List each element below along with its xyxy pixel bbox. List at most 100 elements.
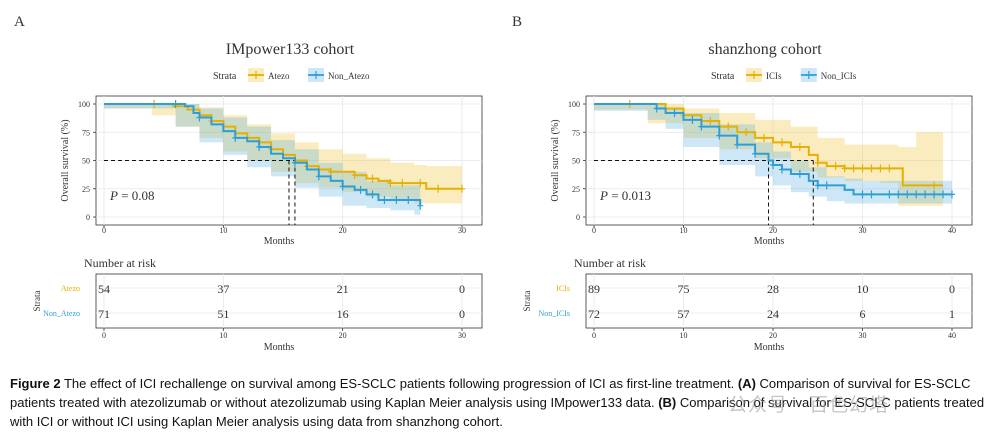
censor-mark xyxy=(232,133,239,142)
censor-mark xyxy=(357,185,364,194)
risk-count: 1 xyxy=(949,307,955,321)
censor-mark xyxy=(725,122,732,131)
censor-mark xyxy=(877,164,884,173)
censor-mark xyxy=(823,181,830,190)
risk-x-tick-label: 30 xyxy=(859,331,867,340)
risk-row-label: Non_Atezo xyxy=(43,309,80,318)
censor-mark xyxy=(716,131,723,140)
legend-key-icis xyxy=(746,68,762,82)
risk-count: 6 xyxy=(860,307,866,321)
censor-mark xyxy=(904,190,911,199)
risk-x-tick-label: 10 xyxy=(219,331,227,340)
legend-key-non-atezo xyxy=(308,68,324,82)
x-tick-label: 0 xyxy=(102,226,106,235)
legend-label: ICIs xyxy=(766,71,782,81)
caption-figure-label: Figure 2 xyxy=(10,376,61,391)
risk-count: 71 xyxy=(98,307,110,321)
censor-mark xyxy=(752,149,759,158)
y-tick-label: 50 xyxy=(572,157,580,166)
risk-x-tick-label: 0 xyxy=(592,331,596,340)
censor-mark xyxy=(931,190,938,199)
censor-mark xyxy=(393,196,400,205)
legend-key-cross xyxy=(312,71,320,79)
risk-count: 75 xyxy=(678,282,690,296)
risk-count: 24 xyxy=(767,307,779,321)
caption-text-3: Comparison of survival for ES-SCLC patie… xyxy=(10,395,985,429)
censor-mark xyxy=(949,190,955,199)
chart-title: shanzhong cohort xyxy=(708,41,822,58)
censor-mark xyxy=(707,116,714,125)
x-tick-label: 20 xyxy=(769,226,777,235)
censor-mark xyxy=(940,190,947,199)
risk-count: 0 xyxy=(949,282,955,296)
risk-table-panel xyxy=(585,273,973,329)
risk-count: 72 xyxy=(588,307,600,321)
censor-mark xyxy=(778,138,785,147)
risk-x-tick-label: 40 xyxy=(948,331,956,340)
x-tick-label: 10 xyxy=(219,226,227,235)
risk-row-label: Atezo xyxy=(61,284,80,293)
p-value-text: P = 0.013 xyxy=(599,188,651,203)
risk-count: 57 xyxy=(678,307,690,321)
figure-caption: Figure 2 The effect of ICI rechallenge o… xyxy=(10,374,990,431)
risk-count: 28 xyxy=(767,282,779,296)
censor-mark xyxy=(734,140,741,149)
y-tick-label: 75 xyxy=(82,128,90,137)
risk-table-panel xyxy=(95,273,483,329)
panel-a: A IMpower133 cohort Strata Atezo Non_Atezo 0 2… xyxy=(14,14,483,353)
y-tick-label: 25 xyxy=(82,185,90,194)
risk-count: 0 xyxy=(459,307,465,321)
censor-mark xyxy=(886,164,893,173)
risk-x-tick-label: 20 xyxy=(339,331,347,340)
censor-mark xyxy=(315,172,322,181)
risk-count: 21 xyxy=(337,282,349,296)
risk-count: 37 xyxy=(217,282,229,296)
caption-b-label: (B) xyxy=(658,395,677,410)
risk-count: 51 xyxy=(217,307,229,321)
censor-mark xyxy=(761,133,768,142)
legend-key-cross xyxy=(750,71,758,79)
censor-mark xyxy=(399,179,406,188)
censor-mark xyxy=(339,182,346,191)
legend-key-cross xyxy=(804,71,813,79)
censor-mark xyxy=(327,167,334,176)
censor-mark xyxy=(196,113,203,122)
censor-mark xyxy=(850,164,857,173)
risk-count: 0 xyxy=(459,282,465,296)
censor-mark xyxy=(841,164,848,173)
censor-mark xyxy=(698,122,705,131)
legend-key-cross xyxy=(252,71,260,79)
x-tick-label: 0 xyxy=(592,226,596,235)
censor-mark xyxy=(832,162,839,171)
censor-mark xyxy=(689,115,696,124)
y-tick-label: 25 xyxy=(572,185,580,194)
risk-row-label: Non_ICIs xyxy=(538,309,570,318)
censor-mark xyxy=(417,201,424,210)
risk-x-axis-label: Months xyxy=(754,342,785,353)
risk-x-axis-label: Months xyxy=(264,342,295,353)
legend-label: Non_Atezo xyxy=(328,71,370,81)
x-tick-label: 30 xyxy=(458,226,466,235)
censor-mark xyxy=(172,100,179,108)
y-tick-label: 100 xyxy=(568,100,580,109)
watermark: 公众号 · 百色幻塔 xyxy=(728,394,890,416)
censor-mark xyxy=(886,190,893,199)
y-tick-label: 75 xyxy=(572,128,580,137)
censor-mark xyxy=(459,184,465,193)
censor-mark xyxy=(814,181,821,190)
censor-mark xyxy=(743,128,750,137)
panel-letter: B xyxy=(512,14,522,30)
x-tick-label: 30 xyxy=(859,226,867,235)
x-tick-label: 10 xyxy=(680,226,688,235)
figure-canvas: A IMpower133 cohort Strata Atezo Non_Atezo 0 2… xyxy=(14,14,973,353)
y-tick-label: 100 xyxy=(78,100,90,109)
censor-mark xyxy=(913,190,920,199)
caption-a-label: (A) xyxy=(737,376,756,391)
censor-mark xyxy=(814,158,821,167)
censor-mark xyxy=(653,104,660,113)
risk-table-title: Number at risk xyxy=(84,256,156,270)
risk-x-tick-label: 30 xyxy=(458,331,466,340)
x-axis-label: Months xyxy=(264,236,295,247)
censor-mark xyxy=(770,161,776,170)
